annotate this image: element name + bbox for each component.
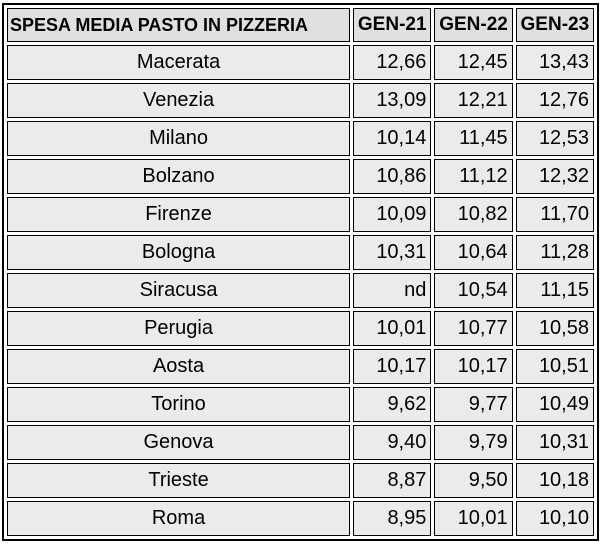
value-cell-gen-22: 10,54 [434, 273, 513, 308]
city-cell: Firenze [7, 197, 351, 232]
value-cell-gen-22: 12,45 [434, 45, 513, 80]
table-row: Trieste 8,87 9,50 10,18 [7, 463, 594, 498]
value-cell-gen-23: 10,18 [515, 463, 594, 498]
value-cell-gen-22: 10,77 [434, 311, 513, 346]
value-cell-gen-23: 11,15 [515, 273, 594, 308]
value-cell-gen-21: 10,01 [353, 311, 432, 346]
header-gen-22: GEN-22 [434, 8, 513, 42]
value-cell-gen-22: 10,17 [434, 349, 513, 384]
value-cell-gen-22: 9,50 [434, 463, 513, 498]
city-cell: Siracusa [7, 273, 351, 308]
value-cell-gen-23: 11,70 [515, 197, 594, 232]
value-cell-gen-23: 10,49 [515, 387, 594, 422]
header-gen-21: GEN-21 [353, 8, 432, 42]
city-cell: Aosta [7, 349, 351, 384]
value-cell-gen-21: 10,31 [353, 235, 432, 270]
header-row: SPESA MEDIA PASTO IN PIZZERIA GEN-21 GEN… [7, 8, 594, 42]
table-row: Milano 10,14 11,45 12,53 [7, 121, 594, 156]
city-cell: Milano [7, 121, 351, 156]
value-cell-gen-23: 10,58 [515, 311, 594, 346]
value-cell-gen-21: 13,09 [353, 83, 432, 118]
value-cell-gen-21: 10,86 [353, 159, 432, 194]
header-gen-23: GEN-23 [515, 8, 594, 42]
value-cell-gen-21: 8,95 [353, 501, 432, 536]
table-row: Macerata 12,66 12,45 13,43 [7, 45, 594, 80]
value-cell-gen-22: 10,01 [434, 501, 513, 536]
city-cell: Genova [7, 425, 351, 460]
value-cell-gen-23: 12,32 [515, 159, 594, 194]
value-cell-gen-22: 9,79 [434, 425, 513, 460]
value-cell-gen-21: nd [353, 273, 432, 308]
value-cell-gen-23: 10,10 [515, 501, 594, 536]
value-cell-gen-21: 12,66 [353, 45, 432, 80]
table-row: Bologna 10,31 10,64 11,28 [7, 235, 594, 270]
city-cell: Torino [7, 387, 351, 422]
city-cell: Perugia [7, 311, 351, 346]
value-cell-gen-23: 11,28 [515, 235, 594, 270]
value-cell-gen-23: 10,51 [515, 349, 594, 384]
table-row: Firenze 10,09 10,82 11,70 [7, 197, 594, 232]
table-row: Torino 9,62 9,77 10,49 [7, 387, 594, 422]
city-cell: Bologna [7, 235, 351, 270]
city-cell: Trieste [7, 463, 351, 498]
value-cell-gen-23: 12,53 [515, 121, 594, 156]
pizzeria-price-table: SPESA MEDIA PASTO IN PIZZERIA GEN-21 GEN… [2, 3, 599, 541]
value-cell-gen-21: 10,09 [353, 197, 432, 232]
value-cell-gen-22: 12,21 [434, 83, 513, 118]
table-row: Genova 9,40 9,79 10,31 [7, 425, 594, 460]
value-cell-gen-22: 9,77 [434, 387, 513, 422]
value-cell-gen-21: 10,14 [353, 121, 432, 156]
city-cell: Roma [7, 501, 351, 536]
value-cell-gen-23: 13,43 [515, 45, 594, 80]
value-cell-gen-21: 9,40 [353, 425, 432, 460]
value-cell-gen-23: 10,31 [515, 425, 594, 460]
table-row: Venezia 13,09 12,21 12,76 [7, 83, 594, 118]
table-row: Roma 8,95 10,01 10,10 [7, 501, 594, 536]
city-cell: Venezia [7, 83, 351, 118]
city-cell: Macerata [7, 45, 351, 80]
table-row: Perugia 10,01 10,77 10,58 [7, 311, 594, 346]
value-cell-gen-22: 11,12 [434, 159, 513, 194]
city-cell: Bolzano [7, 159, 351, 194]
table-row: Aosta 10,17 10,17 10,51 [7, 349, 594, 384]
table-row: Siracusa nd 10,54 11,15 [7, 273, 594, 308]
value-cell-gen-22: 10,82 [434, 197, 513, 232]
value-cell-gen-21: 9,62 [353, 387, 432, 422]
header-city: SPESA MEDIA PASTO IN PIZZERIA [7, 8, 351, 42]
value-cell-gen-22: 10,64 [434, 235, 513, 270]
value-cell-gen-21: 8,87 [353, 463, 432, 498]
value-cell-gen-23: 12,76 [515, 83, 594, 118]
table-row: Bolzano 10,86 11,12 12,32 [7, 159, 594, 194]
value-cell-gen-21: 10,17 [353, 349, 432, 384]
value-cell-gen-22: 11,45 [434, 121, 513, 156]
